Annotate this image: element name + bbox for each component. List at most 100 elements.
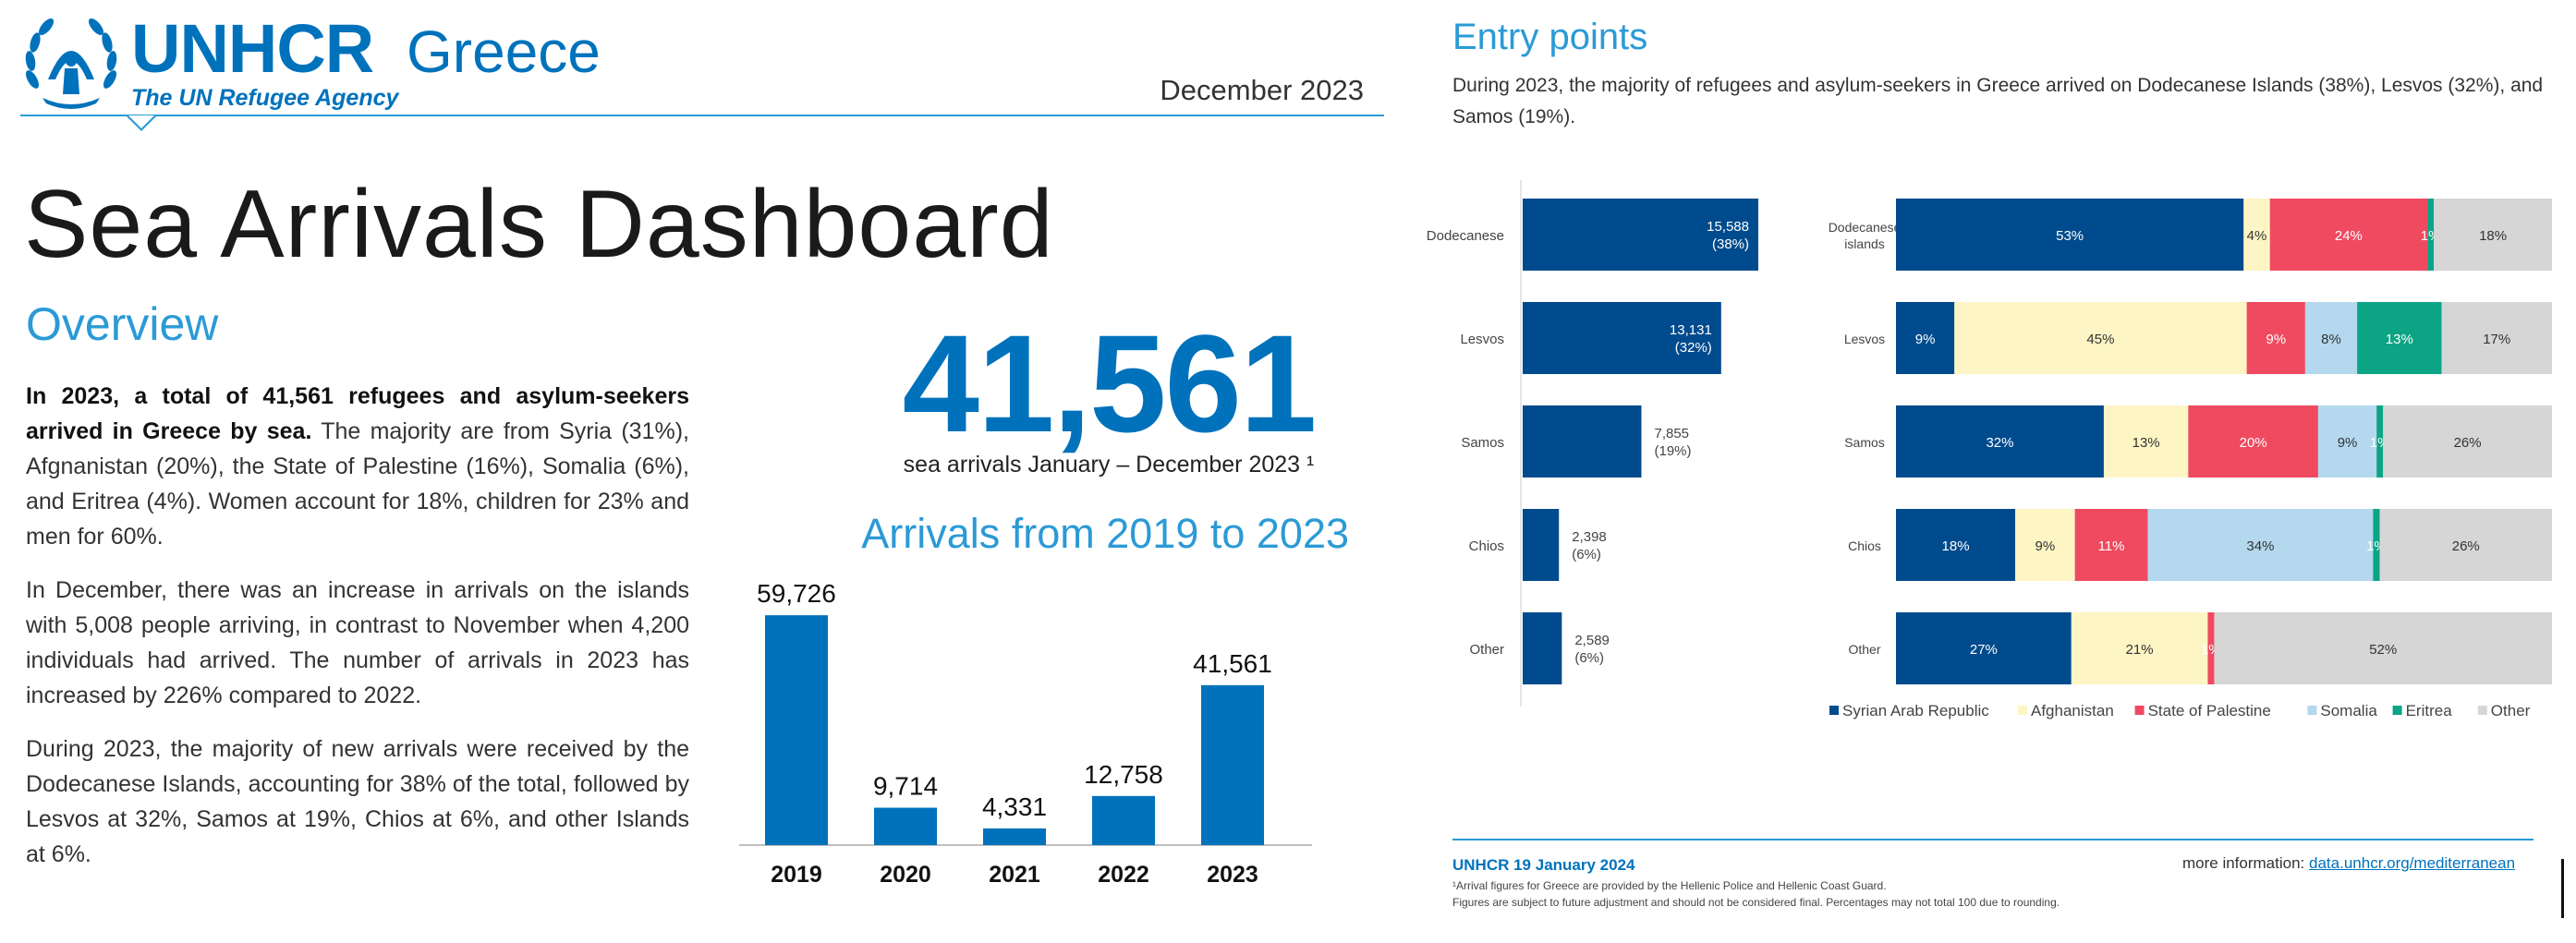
- stack-label-state-of-palestine: 11%: [2098, 538, 2125, 554]
- island-bar-dodecanese: [1523, 199, 1758, 271]
- bar-2023: [1201, 684, 1264, 845]
- header-divider: [20, 115, 1384, 116]
- island-label-chios: Chios: [1469, 538, 1504, 554]
- stack-segment-somalia: [2317, 405, 2377, 478]
- island-value-dodecanese: 15,588: [1707, 219, 1749, 235]
- island-bar-chios: [1523, 509, 1560, 581]
- stack-segment-somalia: [2304, 302, 2358, 374]
- data-label-2020: 9,714: [873, 772, 938, 801]
- stack-row-label: Lesvos: [1844, 332, 1885, 346]
- stack-label-afghanistan: 9%: [2035, 538, 2056, 554]
- stack-label-other: 26%: [2454, 435, 2482, 451]
- legend-swatch-eritrea: [2392, 706, 2402, 715]
- stack-label-other: 18%: [2479, 228, 2507, 244]
- data-label-2022: 12,758: [1084, 760, 1163, 789]
- stack-segment-state-of-palestine: [2246, 302, 2305, 374]
- stack-label-afghanistan: 45%: [2086, 332, 2114, 347]
- island-value-lesvos: (32%): [1675, 340, 1712, 356]
- entry-points-charts: Dodecanese 15,588(38%) Lesvos 13,131 (32%) Sa…: [1427, 180, 2552, 719]
- legend-swatch-other: [2477, 706, 2487, 715]
- footer-brand-date: UNHCR 19 January 2024: [1452, 856, 1635, 874]
- stack-segment-other: [2214, 612, 2552, 684]
- tick-label-2021: 2021: [989, 862, 1040, 888]
- island-bar-samos: [1523, 405, 1642, 478]
- tick-label-2022: 2022: [1098, 862, 1149, 888]
- bar-2021: [983, 828, 1046, 845]
- org-tagline: The UN Refugee Agency: [131, 85, 399, 111]
- overview-highlight: In 2023, a total of 41,561 refugees and …: [26, 383, 689, 444]
- overview-paragraph-2: In December, there was an increase in ar…: [26, 577, 689, 708]
- legend-swatch-afghanistan: [2018, 706, 2027, 715]
- stack-segment-afghanistan: [2103, 405, 2189, 478]
- stack-label-afghanistan: 4%: [2247, 228, 2267, 244]
- stack-segment-afghanistan: [2015, 509, 2075, 581]
- footer-divider: [1452, 839, 2533, 840]
- yearly-chart-title: Arrivals from 2019 to 2023: [861, 510, 1349, 557]
- island-bar-lesvos: [1523, 302, 1721, 374]
- island-value-samos: (19%): [1654, 443, 1691, 459]
- footnote-rounding: Figures are subject to future adjustment…: [1452, 896, 2060, 909]
- stack-row-label: Samos: [1844, 435, 1885, 450]
- stack-row-label: Other: [1848, 642, 1880, 657]
- stack-segment-syrian-arab-republic: [1896, 612, 2072, 684]
- stack-label-other: 52%: [2369, 642, 2397, 658]
- report-date: December 2023: [1160, 74, 1364, 106]
- island-label-dodecanese: Dodecanese: [1427, 228, 1504, 244]
- legend-label-state-of-palestine: State of Palestine: [2148, 702, 2271, 719]
- overview-paragraph-3: During 2023, the majority of new arrival…: [26, 736, 689, 867]
- stack-label-state-of-palestine: 20%: [2240, 435, 2267, 451]
- stack-label-afghanistan: 21%: [2126, 642, 2154, 658]
- stack-segment-syrian-arab-republic: [1896, 199, 2244, 271]
- stack-segment-eritrea: [2427, 199, 2435, 271]
- data-label-2019: 59,726: [757, 579, 836, 608]
- stack-label-syrian-arab-republic: 18%: [1942, 538, 1970, 554]
- stack-segment-eritrea: [2373, 509, 2380, 581]
- stack-label-somalia: 34%: [2246, 538, 2274, 554]
- island-value-other: 2,589: [1574, 633, 1610, 648]
- footnote-source: ¹Arrival figures for Greece are provided…: [1452, 879, 1887, 892]
- stack-segment-eritrea: [2357, 302, 2442, 374]
- more-information-label: more information:: [2182, 854, 2305, 872]
- island-label-other: Other: [1469, 642, 1504, 658]
- stack-label-other: 26%: [2452, 538, 2480, 554]
- island-label-lesvos: Lesvos: [1460, 332, 1504, 347]
- stack-row-label: Chios: [1848, 538, 1881, 553]
- yearly-arrivals-chart: 59,726 2019 9,714 2020 4,331 2021 12,758 2022 41…: [739, 579, 1312, 888]
- bar-2020: [874, 807, 937, 845]
- stack-segment-afghanistan: [2071, 612, 2208, 684]
- island-bar-other: [1523, 612, 1562, 684]
- more-information-link[interactable]: data.unhcr.org/mediterranean: [2309, 854, 2516, 872]
- island-value-chios: 2,398: [1572, 529, 1607, 545]
- legend-label-afghanistan: Afghanistan: [2031, 702, 2114, 719]
- stack-label-somalia: 8%: [2321, 332, 2341, 347]
- stack-segment-state-of-palestine: [2269, 199, 2428, 271]
- overview-paragraph-1-text: The majority are from Syria (31%), Afgna…: [26, 418, 689, 550]
- edge-marker: [2561, 859, 2564, 918]
- legend-swatch-somalia: [2307, 706, 2317, 715]
- page-title: Sea Arrivals Dashboard: [24, 171, 1054, 278]
- stack-segment-eritrea: [2376, 405, 2384, 478]
- kpi-value: 41,561: [902, 306, 1318, 461]
- stack-row-label: Dodecanese: [1829, 220, 1902, 235]
- stack-segment-state-of-palestine: [2074, 509, 2148, 581]
- org-name: UNHCR: [131, 10, 374, 87]
- legend-swatch-syrian-arab-republic: [1829, 706, 1839, 715]
- stack-segment-afghanistan: [1954, 302, 2247, 374]
- legend-label-syrian-arab-republic: Syrian Arab Republic: [1842, 702, 1989, 719]
- stack-label-state-of-palestine: 9%: [2266, 332, 2286, 347]
- stack-segment-other: [2441, 302, 2552, 374]
- entry-points-title: Entry points: [1452, 17, 1648, 57]
- data-label-2021: 4,331: [982, 792, 1047, 821]
- stack-label-eritrea: 13%: [2386, 332, 2413, 347]
- tick-label-2020: 2020: [880, 862, 931, 888]
- bar-2022: [1092, 795, 1155, 845]
- overview-paragraph-1: In 2023, a total of 41,561 refugees and …: [26, 379, 689, 554]
- stack-label-syrian-arab-republic: 9%: [1915, 332, 1936, 347]
- stack-segment-state-of-palestine: [2188, 405, 2318, 478]
- entry-points-description: During 2023, the majority of refugees an…: [1452, 75, 2544, 127]
- island-value-chios: (6%): [1572, 547, 1601, 562]
- tick-label-2019: 2019: [771, 862, 822, 888]
- stack-label-state-of-palestine: 24%: [2335, 228, 2363, 244]
- island-value-dodecanese: (38%): [1712, 236, 1749, 252]
- island-value-samos: 7,855: [1654, 426, 1689, 441]
